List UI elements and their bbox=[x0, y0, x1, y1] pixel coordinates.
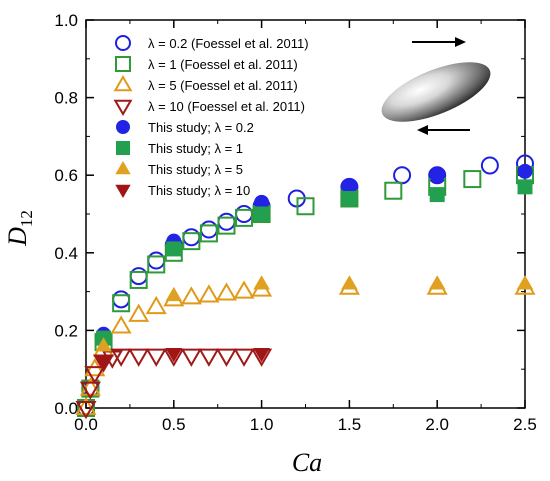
data-point-series-4 bbox=[198, 348, 220, 367]
data-point-series-4 bbox=[145, 348, 167, 367]
legend-marker-series-3 bbox=[113, 74, 133, 92]
legend-label-series-4: λ = 10 (Foessel et al. 2011) bbox=[148, 99, 305, 114]
legend-marker-series-2 bbox=[115, 56, 131, 72]
data-point-series-8 bbox=[165, 348, 183, 363]
deformed-drop bbox=[381, 62, 491, 122]
data-point-series-7 bbox=[516, 275, 534, 290]
x-tick-label: 1.5 bbox=[338, 415, 362, 434]
y-tick-label: 1.0 bbox=[54, 11, 78, 30]
data-point-series-3 bbox=[128, 303, 150, 322]
data-point-series-8 bbox=[253, 348, 270, 363]
y-axis-title: D12 bbox=[3, 210, 36, 247]
x-tick-label: 0.0 bbox=[74, 415, 98, 434]
data-point-series-8 bbox=[95, 355, 112, 371]
legend-marker-series-5 bbox=[116, 120, 130, 134]
data-point-series-3 bbox=[110, 315, 132, 334]
data-point-series-6 bbox=[254, 206, 270, 222]
data-point-series-3 bbox=[233, 280, 255, 299]
legend-marker-series-8 bbox=[115, 184, 131, 199]
data-point-series-2 bbox=[463, 170, 482, 189]
data-point-series-5 bbox=[341, 179, 357, 195]
data-point-series-2 bbox=[199, 224, 218, 243]
data-point-series-3 bbox=[198, 284, 220, 303]
data-point-series-1 bbox=[112, 290, 131, 309]
inset-drop-illustration bbox=[381, 37, 491, 135]
data-point-series-5 bbox=[254, 194, 270, 210]
data-point-series-3 bbox=[75, 396, 97, 415]
y-tick-label: 0.6 bbox=[54, 166, 78, 185]
data-point-series-4 bbox=[75, 401, 97, 420]
data-point-series-2 bbox=[217, 216, 236, 235]
data-point-series-4 bbox=[233, 348, 255, 367]
data-point-series-7 bbox=[428, 275, 446, 290]
shear-arrow-right bbox=[412, 37, 466, 47]
legend-marker-series-1 bbox=[115, 35, 131, 51]
data-point-series-6 bbox=[166, 241, 182, 257]
x-tick-label: 2.5 bbox=[513, 415, 537, 434]
data-point-series-6 bbox=[341, 190, 357, 206]
data-point-series-4 bbox=[215, 348, 238, 367]
plot-area: 0.0 0.5 1.0 1.5 2.0 2.5 0.0 0.2 0.4 0.6 0.8 1.0 bbox=[54, 11, 536, 434]
data-point-series-3 bbox=[180, 286, 202, 305]
legend-label-series-8: This study; λ = 10 bbox=[148, 183, 250, 198]
data-point-series-7 bbox=[165, 286, 183, 302]
legend-label-series-6: This study; λ = 1 bbox=[148, 141, 243, 156]
data-point-series-1 bbox=[199, 220, 218, 239]
data-point-series-4 bbox=[180, 348, 202, 367]
x-tick-label: 2.0 bbox=[425, 415, 449, 434]
data-point-series-7 bbox=[253, 275, 270, 290]
legend-label-series-1: λ = 0.2 (Foessel et al. 2011) bbox=[148, 36, 309, 51]
data-point-series-3 bbox=[215, 282, 238, 301]
data-point-series-3 bbox=[79, 377, 101, 396]
legend-marker-series-6 bbox=[116, 141, 130, 155]
legend-label-series-3: λ = 5 (Foessel et al. 2011) bbox=[148, 78, 298, 93]
y-tick-label: 0.4 bbox=[54, 244, 78, 263]
x-axis-title: Ca bbox=[292, 448, 322, 477]
x-tick-label: 1.0 bbox=[250, 415, 274, 434]
legend-marker-series-4 bbox=[113, 99, 133, 117]
data-point-series-2 bbox=[384, 181, 403, 200]
data-point-series-1 bbox=[428, 166, 447, 185]
data-point-series-4 bbox=[84, 366, 106, 385]
data-point-series-2 bbox=[129, 270, 148, 289]
data-point-series-4 bbox=[93, 354, 115, 373]
data-point-series-1 bbox=[217, 212, 236, 231]
data-point-series-4 bbox=[110, 348, 132, 367]
data-point-series-3 bbox=[145, 295, 167, 315]
data-point-series-5 bbox=[517, 163, 533, 179]
data-point-series-1 bbox=[147, 251, 166, 270]
data-point-series-6 bbox=[429, 187, 445, 203]
legend-marker-series-7 bbox=[115, 160, 131, 175]
y-tick-label: 0.0 bbox=[54, 399, 78, 418]
data-point-series-7 bbox=[95, 337, 112, 352]
legend-label-series-7: This study; λ = 5 bbox=[148, 162, 243, 177]
y-tick-label: 0.8 bbox=[54, 89, 78, 108]
data-point-series-7 bbox=[341, 275, 358, 290]
shear-arrow-left bbox=[417, 125, 470, 135]
legend: λ = 0.2 (Foessel et al. 2011) λ = 1 (Foes… bbox=[113, 35, 309, 199]
data-point-series-4 bbox=[79, 381, 101, 400]
data-point-series-1 bbox=[480, 156, 499, 175]
data-point-series-2 bbox=[296, 197, 315, 216]
data-point-series-1 bbox=[393, 166, 412, 185]
data-point-series-4 bbox=[128, 348, 150, 367]
data-point-series-2 bbox=[112, 294, 131, 313]
data-point-series-6 bbox=[517, 179, 533, 195]
legend-label-series-5: This study; λ = 0.2 bbox=[148, 120, 254, 135]
y-axis-title-main: D bbox=[3, 227, 32, 247]
data-point-series-2 bbox=[235, 208, 254, 227]
data-point-series-1 bbox=[182, 228, 201, 247]
data-point-series-1 bbox=[235, 205, 254, 223]
data-point-series-5 bbox=[429, 167, 445, 183]
y-axis-title-subscript: 12 bbox=[17, 210, 36, 227]
data-point-series-2 bbox=[182, 232, 201, 251]
y-tick-label: 0.2 bbox=[54, 321, 78, 340]
data-point-series-1 bbox=[129, 267, 148, 286]
data-point-series-2 bbox=[147, 255, 166, 274]
legend-label-series-2: λ = 1 (Foessel et al. 2011) bbox=[148, 57, 298, 72]
x-tick-label: 0.5 bbox=[162, 415, 186, 434]
